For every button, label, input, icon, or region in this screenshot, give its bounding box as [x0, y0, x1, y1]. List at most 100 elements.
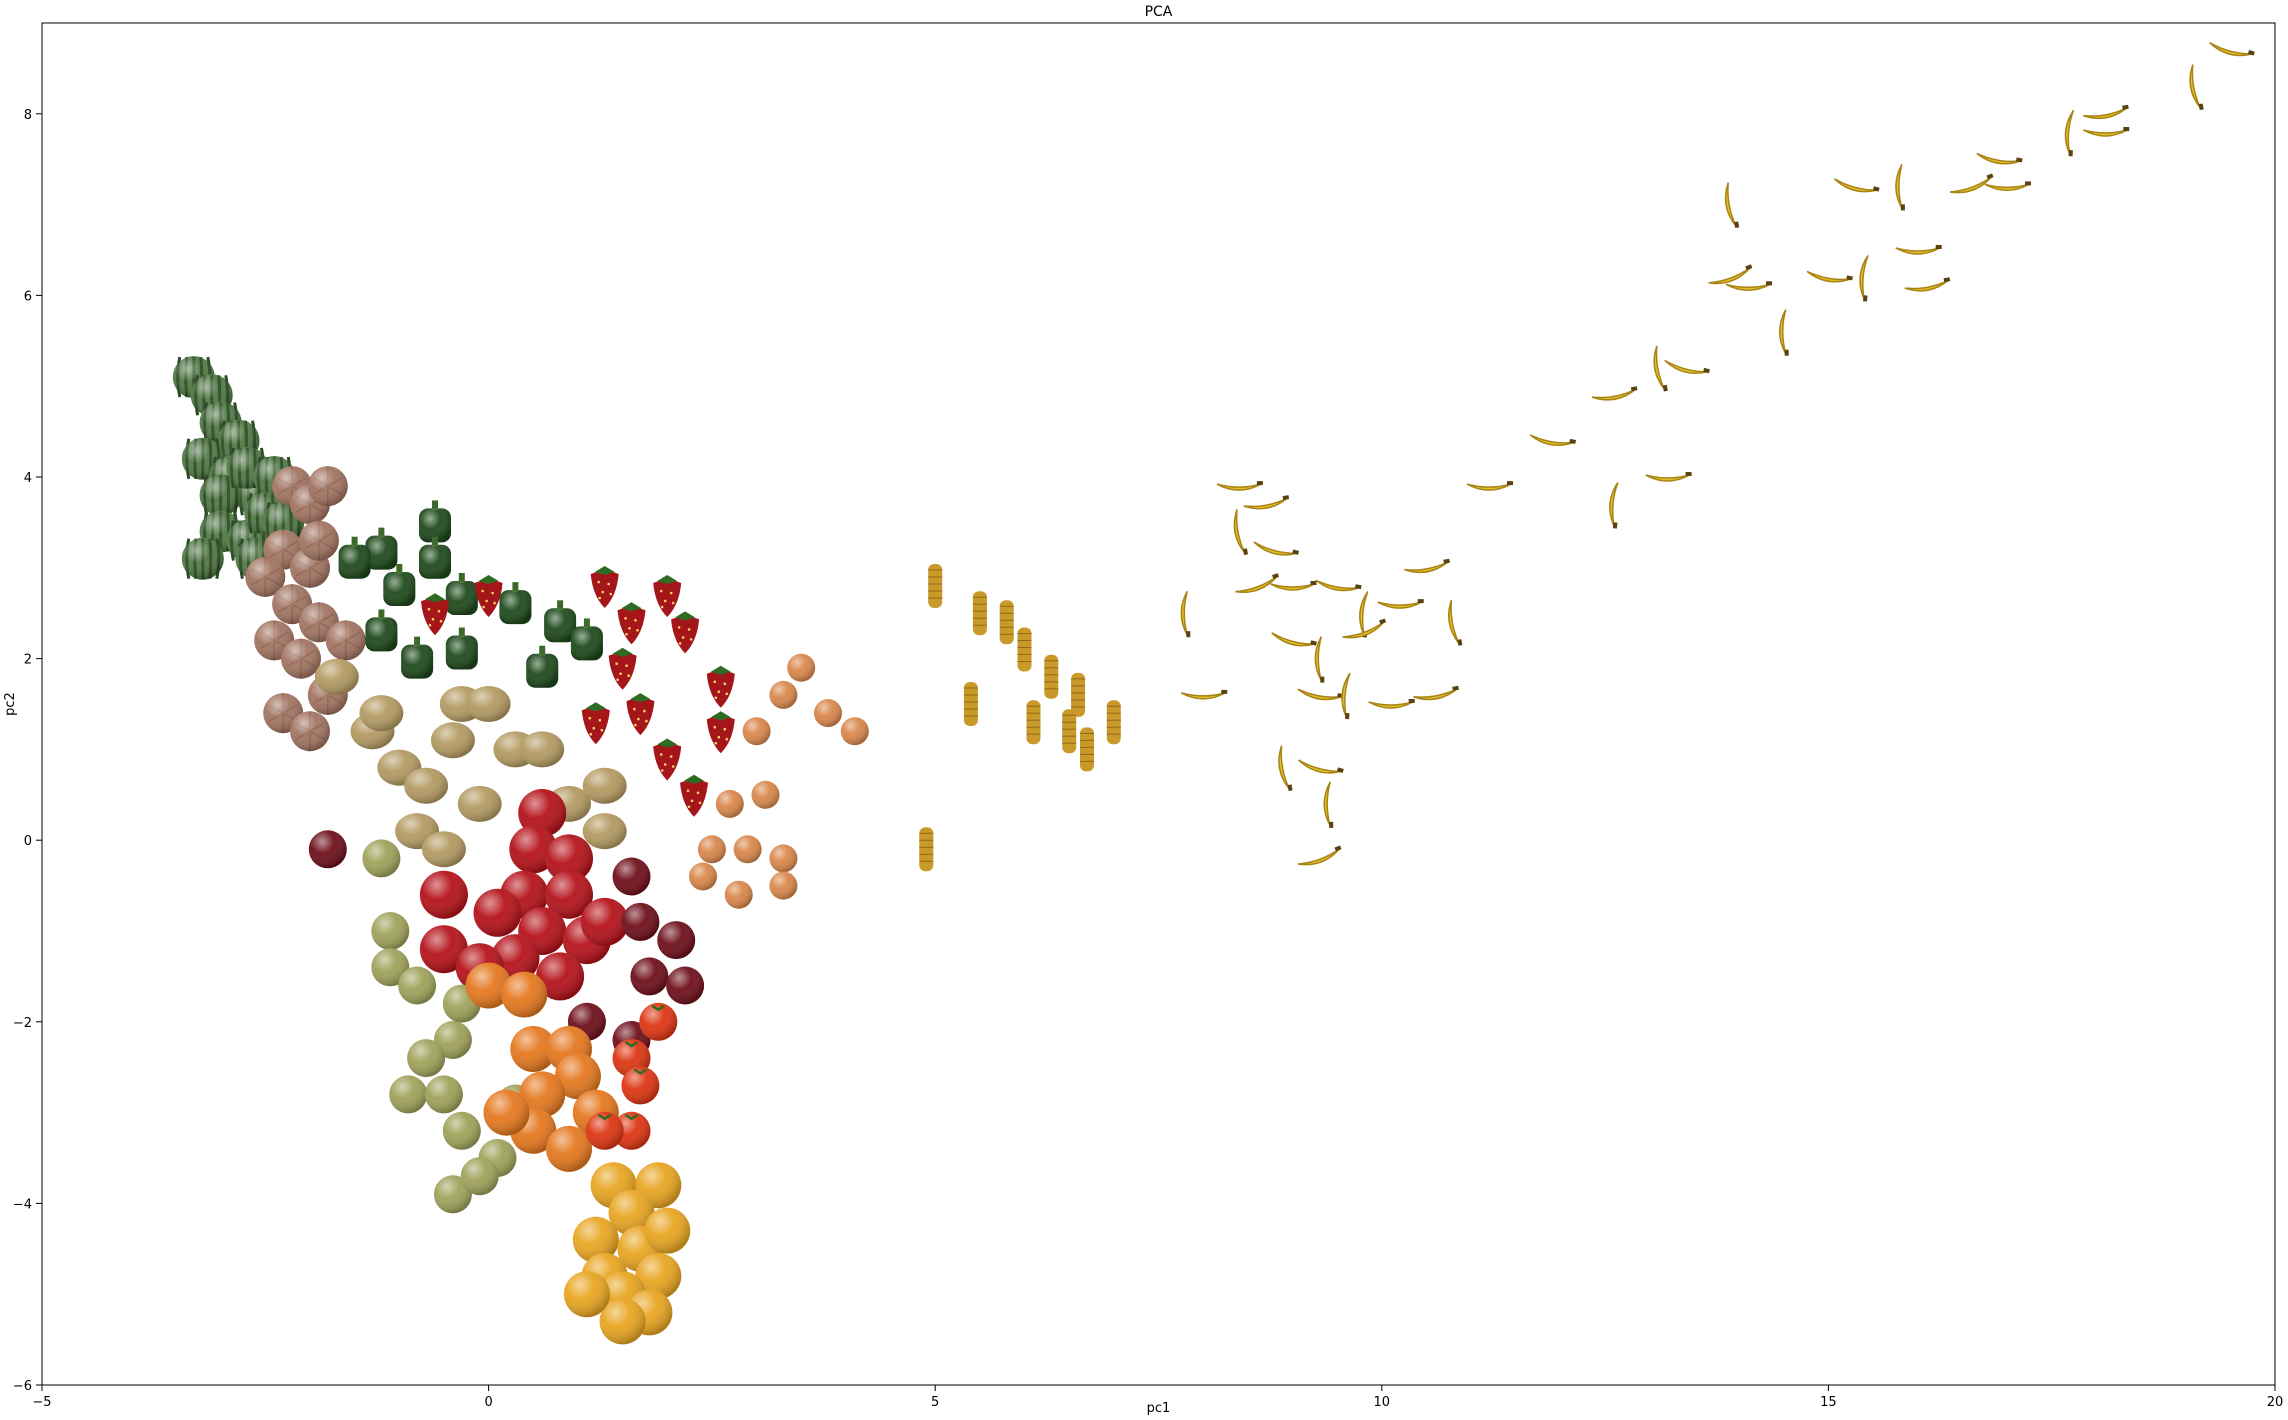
- melon-point-13: [325, 620, 366, 661]
- banana-point-13: [1314, 636, 1325, 683]
- red-apple-point-13: [580, 897, 629, 946]
- orange-point-2: [510, 1026, 557, 1072]
- pepper-point-8: [499, 582, 532, 625]
- pepper-point-9: [544, 600, 577, 643]
- banana-point-38: [1724, 182, 1740, 229]
- banana-point-3: [1253, 541, 1300, 556]
- strawberry-point-8: [706, 711, 735, 754]
- strawberry-point-7: [706, 665, 735, 708]
- pepper-point-1: [365, 527, 398, 570]
- potato-point-12: [582, 767, 627, 804]
- corn-point-7: [1080, 727, 1094, 772]
- banana-point-17: [1341, 672, 1351, 720]
- orange-point-5: [519, 1071, 566, 1118]
- banana-point-25: [1529, 434, 1577, 446]
- banana-point-5: [1235, 573, 1280, 593]
- pepper-point-7: [401, 636, 434, 679]
- banana-point-45: [2082, 127, 2130, 137]
- banana-point-46: [2083, 104, 2129, 120]
- plot-area: [172, 41, 2255, 1345]
- red-apple-point-4: [545, 870, 593, 919]
- x-tick-label-4: 15: [1820, 1395, 1837, 1410]
- strawberry-point-3: [671, 611, 700, 654]
- orange-point-0: [465, 962, 512, 1009]
- strawberry-point-4: [608, 647, 637, 690]
- banana-point-36: [1895, 245, 1942, 255]
- banana-point-32: [1708, 264, 1753, 285]
- green-apple-point-2: [371, 948, 410, 987]
- pepper-point-12: [570, 618, 603, 661]
- banana-point-4: [1180, 590, 1191, 638]
- x-tick-label-1: 0: [484, 1395, 492, 1410]
- corn-point-5: [1071, 672, 1086, 717]
- strawberry-point-0: [474, 575, 503, 617]
- strawberry-point-5: [626, 693, 655, 736]
- y-tick-label-0: −6: [13, 1379, 32, 1394]
- pepper-point-4: [445, 573, 478, 615]
- green-apple-point-0: [362, 839, 401, 878]
- onion-point-11: [751, 780, 780, 809]
- chart-title: PCA: [1145, 4, 1173, 20]
- banana-point-18: [1368, 699, 1415, 709]
- banana-point-30: [1664, 359, 1710, 375]
- banana-point-7: [1315, 579, 1362, 592]
- banana-point-29: [1653, 345, 1668, 392]
- green-apple-point-9: [433, 1175, 472, 1214]
- banana-point-15: [1180, 689, 1228, 700]
- banana-point-35: [1859, 255, 1869, 302]
- axes: −5 0 5 10 15 20 −6 −4 −2 0 2 4 6 8: [13, 22, 2284, 1410]
- green-apple-point-12: [407, 1039, 446, 1078]
- corn-point-10: [919, 827, 934, 872]
- banana-point-43: [1976, 152, 2023, 165]
- corn-point-6: [1062, 709, 1077, 754]
- banana-point-9: [1377, 599, 1424, 609]
- corn-point-4: [1044, 654, 1059, 699]
- banana-point-20: [1278, 745, 1293, 792]
- y-tick-label-7: 8: [24, 108, 32, 123]
- x-tick-label-5: 20: [2267, 1395, 2284, 1410]
- orange-point-9: [483, 1089, 530, 1136]
- melon-point-9: [281, 638, 321, 679]
- yellow-fruit-point-10: [563, 1271, 610, 1318]
- banana-point-44: [2064, 109, 2075, 157]
- melon-point-14: [298, 520, 339, 561]
- strawberry-point-11: [581, 702, 610, 745]
- plum-point-3: [630, 957, 669, 996]
- banana-point-11: [1448, 600, 1463, 646]
- corn-point-9: [1026, 700, 1041, 745]
- banana-point-10: [1404, 558, 1450, 574]
- red-apple-point-12: [536, 952, 585, 1001]
- banana-point-42: [1984, 181, 2031, 192]
- pepper-point-2: [338, 536, 371, 579]
- red-apple-point-2: [545, 834, 593, 883]
- banana-point-41: [1949, 173, 1994, 194]
- yellow-fruit-point-9: [599, 1298, 646, 1345]
- corn-point-3: [1017, 627, 1032, 672]
- potato-point-0: [314, 658, 359, 695]
- plum-point-6: [308, 830, 347, 869]
- yellow-fruit-point-3: [572, 1216, 619, 1263]
- banana-point-28: [1591, 386, 1638, 401]
- yellow-fruit-point-2: [608, 1189, 655, 1236]
- corn-point-2: [999, 600, 1014, 645]
- banana-point-19: [1413, 685, 1459, 701]
- corn-point-8: [1106, 700, 1121, 745]
- onion-point-9: [724, 880, 753, 909]
- banana-point-47: [2189, 64, 2204, 111]
- x-axis-label: pc1: [1147, 1401, 1171, 1416]
- pepper-point-5: [383, 564, 416, 606]
- y-tick-label-3: 0: [24, 834, 32, 849]
- tomato-point-4: [639, 1002, 678, 1041]
- green-apple-point-6: [424, 1075, 463, 1114]
- strawberry-point-1: [590, 566, 619, 608]
- x-tick-label-3: 10: [1374, 1395, 1391, 1410]
- melon-point-11: [290, 711, 330, 752]
- banana-point-33: [1725, 281, 1772, 292]
- plum-point-4: [666, 966, 705, 1005]
- orange-point-4: [554, 1053, 601, 1100]
- onion-point-2: [840, 717, 869, 746]
- pepper-point-11: [526, 645, 559, 688]
- y-tick-label-1: −4: [13, 1197, 32, 1212]
- melon-point-2: [307, 466, 348, 507]
